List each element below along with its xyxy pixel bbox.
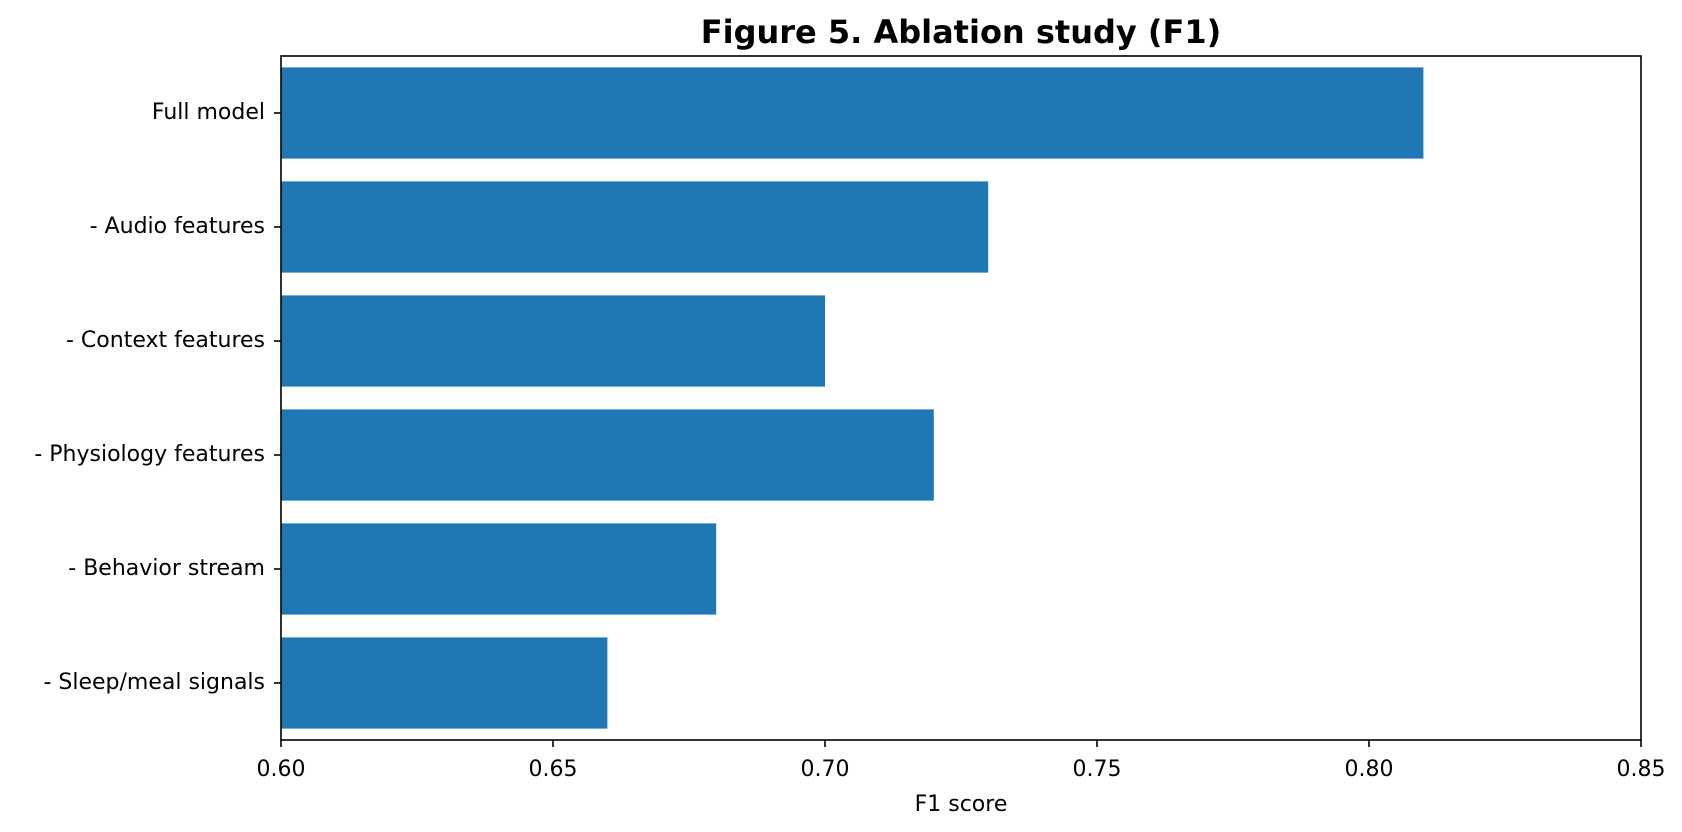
y-tick-label-5: - Sleep/meal signals bbox=[43, 670, 265, 695]
bar-4 bbox=[281, 523, 717, 615]
bars-group bbox=[281, 67, 1424, 729]
plot-frame bbox=[280, 55, 1642, 741]
bar-5 bbox=[281, 637, 608, 729]
bar-2 bbox=[281, 295, 825, 387]
y-tick-label-3: - Physiology features bbox=[34, 442, 265, 467]
y-axis: Full model - Audio features - Context feat… bbox=[34, 100, 281, 695]
y-tick-label-4: - Behavior stream bbox=[68, 556, 265, 581]
chart-title: Figure 5. Ablation study (F1) bbox=[701, 13, 1222, 51]
y-tick-label-0: Full model bbox=[152, 100, 265, 125]
bar-3 bbox=[281, 409, 934, 501]
x-tick-label-0: 0.60 bbox=[257, 757, 306, 782]
x-axis: 0.60 0.65 0.70 0.75 0.80 0.85 bbox=[257, 740, 1666, 782]
bar-1 bbox=[281, 181, 989, 273]
y-tick-label-2: - Context features bbox=[66, 328, 265, 353]
x-tick-label-3: 0.75 bbox=[1073, 757, 1122, 782]
x-axis-label: F1 score bbox=[915, 792, 1008, 817]
x-tick-label-2: 0.70 bbox=[801, 757, 850, 782]
x-tick-label-1: 0.65 bbox=[529, 757, 578, 782]
x-tick-label-5: 0.85 bbox=[1617, 757, 1666, 782]
bar-0 bbox=[281, 67, 1424, 159]
x-tick-label-4: 0.80 bbox=[1345, 757, 1394, 782]
y-tick-label-1: - Audio features bbox=[90, 214, 265, 239]
